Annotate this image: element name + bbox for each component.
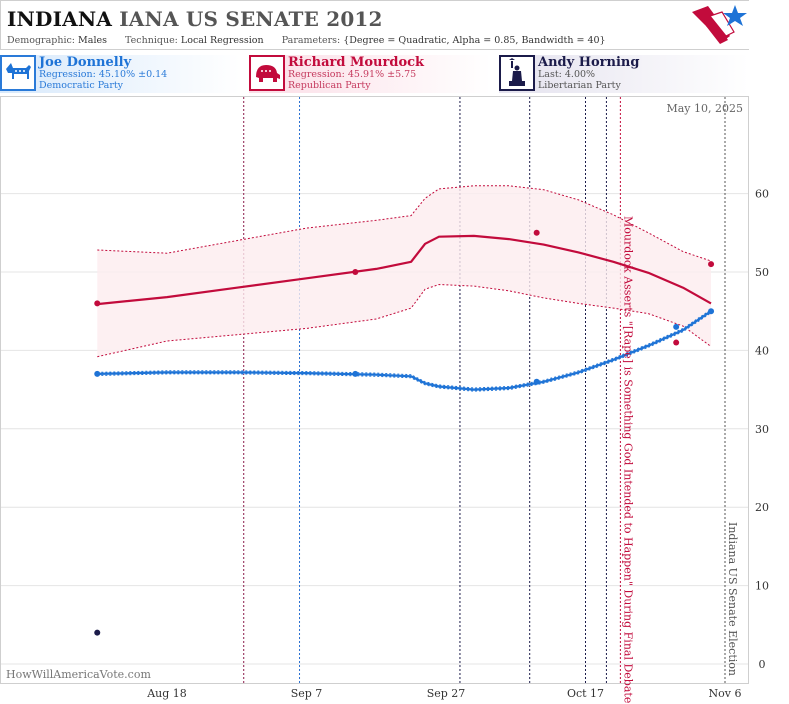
y-tick-label: 10 bbox=[755, 580, 769, 593]
watermark: HowWillAmericaVote.com bbox=[6, 668, 151, 681]
poll-point bbox=[94, 370, 101, 377]
candidate-name: Joe Donnelly bbox=[39, 55, 132, 70]
y-tick-label: 0 bbox=[759, 658, 766, 671]
poll-point bbox=[94, 300, 101, 307]
poll-point bbox=[94, 629, 101, 636]
band-upper bbox=[97, 185, 712, 262]
statue-of-liberty-icon bbox=[499, 55, 535, 91]
event-lines bbox=[243, 97, 726, 684]
poll-point bbox=[352, 370, 359, 377]
demographic-value: Males bbox=[78, 35, 107, 46]
candidate-name: Richard Mourdock bbox=[288, 55, 425, 70]
x-tick-label: Oct 17 bbox=[567, 687, 604, 700]
chart-title: INDIANA IANA US SENATE 2012 bbox=[7, 7, 383, 31]
candidate-card-horning: Andy Horning Last: 4.00% Libertarian Par… bbox=[499, 55, 749, 93]
site-logo-icon bbox=[692, 5, 747, 44]
candidate-stat: Regression: 45.91% ±5.75 bbox=[288, 69, 417, 80]
candidate-party: Republican Party bbox=[288, 80, 371, 91]
y-tick-label: 60 bbox=[755, 188, 769, 201]
demographic-label: Demographic: bbox=[7, 35, 76, 46]
date-label: May 10, 2025 bbox=[666, 102, 743, 115]
title-bar: INDIANA IANA US SENATE 2012 Demographic:… bbox=[0, 0, 749, 50]
x-tick-label: Aug 18 bbox=[146, 687, 187, 700]
candidate-card-mourdock: Richard Mourdock Regression: 45.91% ±5.7… bbox=[249, 55, 491, 93]
candidate-stat: Last: 4.00% bbox=[538, 69, 596, 80]
y-tick-label: 20 bbox=[755, 501, 769, 514]
parameters-line: Demographic: Males Technique: Local Regr… bbox=[7, 35, 606, 46]
y-tick-label: 30 bbox=[755, 423, 769, 436]
band-upper bbox=[97, 309, 712, 389]
x-tick-label: Nov 6 bbox=[709, 687, 742, 700]
gridlines bbox=[1, 193, 748, 665]
poll-point bbox=[708, 261, 715, 268]
parameters-value: {Degree = Quadratic, Alpha = 0.85, Bandw… bbox=[343, 35, 606, 46]
candidate-party: Libertarian Party bbox=[538, 80, 621, 91]
technique-label: Technique: bbox=[125, 35, 178, 46]
x-axis-ticks: Aug 18 Sep 7 Sep 27 Oct 17 Nov 6 bbox=[146, 687, 741, 700]
candidate-party: Democratic Party bbox=[39, 80, 124, 91]
trend-line bbox=[97, 234, 712, 306]
band-lower bbox=[97, 312, 712, 392]
candidate-card-donnelly: Joe Donnelly Regression: 45.10% ±0.14 De… bbox=[0, 55, 240, 93]
plot-frame bbox=[0, 96, 749, 684]
trend-line bbox=[97, 310, 712, 391]
confidence-band bbox=[97, 309, 712, 392]
y-tick-label: 40 bbox=[755, 344, 769, 357]
trend-lines bbox=[97, 234, 712, 391]
event-annotation: Mourdock Asserts "[Rape] is Something Go… bbox=[621, 216, 634, 703]
candidate-stat: Regression: 45.10% ±0.14 bbox=[39, 69, 168, 80]
poll-point bbox=[673, 323, 680, 330]
confidence-band bbox=[97, 185, 712, 357]
parameters-label: Parameters: bbox=[281, 35, 341, 46]
donkey-icon bbox=[0, 55, 36, 91]
x-tick-label: Sep 7 bbox=[291, 687, 323, 700]
event-annotations: Mourdock Asserts "[Rape] is Something Go… bbox=[621, 216, 739, 703]
poll-point bbox=[708, 308, 715, 315]
confidence-bands bbox=[97, 185, 712, 392]
y-axis-ticks: 0 10 20 30 40 50 60 bbox=[755, 188, 769, 671]
event-annotation: Indiana US Senate Election bbox=[726, 522, 739, 676]
x-tick-label: Sep 27 bbox=[427, 687, 466, 700]
poll-point bbox=[533, 378, 540, 385]
y-tick-label: 50 bbox=[755, 266, 769, 279]
band-lower bbox=[97, 283, 712, 358]
technique-value: Local Regression bbox=[180, 35, 264, 46]
poll-point bbox=[533, 229, 540, 236]
poll-points bbox=[94, 229, 715, 636]
title-race: IANA US SENATE 2012 bbox=[119, 7, 383, 31]
elephant-icon bbox=[249, 55, 285, 91]
poll-point bbox=[673, 339, 680, 346]
candidate-name: Andy Horning bbox=[538, 55, 640, 70]
poll-point bbox=[352, 269, 359, 275]
title-state: INDIANA bbox=[7, 7, 113, 31]
